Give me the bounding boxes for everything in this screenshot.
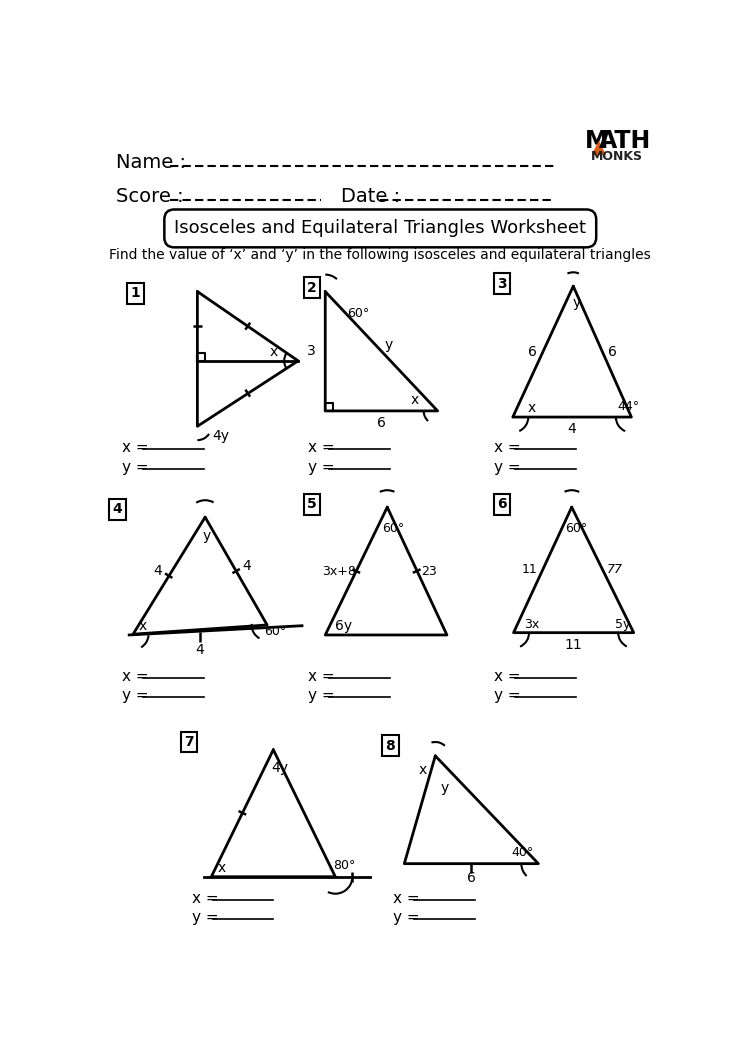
Text: 4y: 4y [271, 761, 288, 775]
Text: y =: y = [308, 460, 340, 475]
Text: ATH: ATH [599, 129, 651, 153]
Text: y =: y = [122, 689, 154, 704]
Text: y: y [203, 529, 211, 544]
Text: x =: x = [494, 669, 525, 684]
Text: x =: x = [192, 890, 223, 906]
Text: x: x [218, 861, 226, 875]
Text: 3: 3 [497, 277, 507, 291]
Text: 8: 8 [386, 739, 395, 753]
Text: x: x [418, 762, 427, 777]
Text: 4y: 4y [212, 428, 229, 442]
Text: 3: 3 [307, 343, 316, 358]
Text: Score :: Score : [116, 187, 183, 207]
Text: x =: x = [122, 440, 154, 456]
Text: 6: 6 [377, 416, 386, 430]
Text: 2: 2 [307, 280, 317, 295]
Text: 5y: 5y [615, 618, 631, 631]
Text: Find the value of ‘x’ and ‘y’ in the following isosceles and equilateral triangl: Find the value of ‘x’ and ‘y’ in the fol… [109, 249, 651, 262]
Text: x: x [138, 620, 146, 633]
Text: 3x+8: 3x+8 [322, 565, 356, 578]
Text: 60°: 60° [347, 307, 370, 319]
Text: 60°: 60° [565, 522, 588, 536]
Text: Name :: Name : [116, 153, 186, 172]
Text: x =: x = [308, 669, 340, 684]
Text: 80°: 80° [333, 860, 356, 873]
Text: 4: 4 [113, 503, 122, 517]
Text: 60°: 60° [382, 522, 404, 536]
Text: y =: y = [122, 460, 154, 475]
Text: x =: x = [393, 890, 425, 906]
Text: 4: 4 [154, 564, 162, 579]
Text: 6: 6 [528, 344, 536, 359]
Text: 11: 11 [565, 638, 582, 652]
Text: x =: x = [494, 440, 525, 456]
Text: Date :: Date : [341, 187, 400, 207]
Text: y =: y = [494, 460, 525, 475]
Text: y =: y = [494, 689, 525, 704]
Text: 3x: 3x [525, 618, 539, 631]
Text: x: x [528, 401, 536, 415]
Text: x: x [269, 344, 278, 359]
Text: 6: 6 [497, 497, 507, 511]
Text: 11: 11 [522, 563, 538, 576]
Polygon shape [593, 142, 605, 154]
Text: 40°: 40° [512, 846, 534, 859]
Text: y: y [384, 338, 393, 352]
Text: M: M [585, 129, 608, 153]
Text: 60°: 60° [263, 625, 286, 637]
Text: 5: 5 [307, 497, 317, 511]
Text: 77: 77 [607, 563, 623, 576]
Text: 6: 6 [608, 344, 617, 359]
Text: 7: 7 [184, 735, 194, 749]
Text: Isosceles and Equilateral Triangles Worksheet: Isosceles and Equilateral Triangles Work… [174, 219, 586, 237]
Text: x: x [410, 393, 418, 407]
Text: 44°: 44° [617, 400, 640, 413]
Text: 4: 4 [243, 560, 252, 573]
Text: 6: 6 [467, 870, 476, 884]
Text: 4: 4 [195, 643, 204, 656]
Text: 4: 4 [568, 422, 576, 437]
Text: y: y [441, 781, 449, 795]
Text: MONKS: MONKS [591, 150, 643, 164]
Text: y =: y = [393, 910, 425, 925]
Text: x =: x = [122, 669, 154, 684]
Text: y =: y = [192, 910, 223, 925]
Text: 1: 1 [131, 286, 140, 300]
Text: y: y [573, 296, 581, 310]
Text: y =: y = [308, 689, 340, 704]
Text: 23: 23 [421, 565, 437, 578]
Text: x =: x = [308, 440, 340, 456]
Text: 6y: 6y [335, 618, 352, 633]
